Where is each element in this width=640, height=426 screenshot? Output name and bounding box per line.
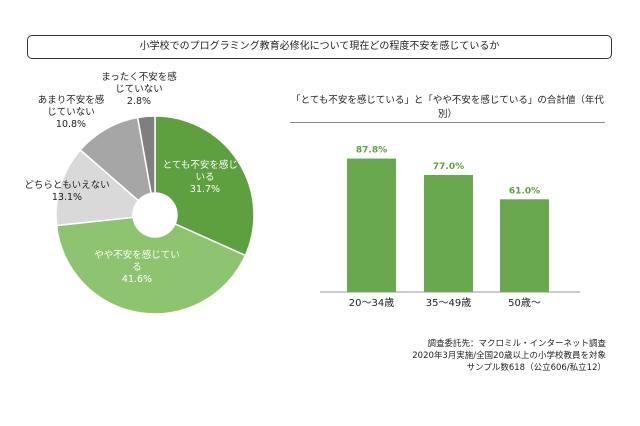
- bar-2: [500, 199, 549, 292]
- chart-title: 小学校でのプログラミング教育必修化について現在どの程度不安を感じているか: [27, 35, 612, 59]
- bar-0: [347, 158, 396, 292]
- note-line: 2020年3月実施/全国20歳以上の小学校教員を対象: [412, 351, 606, 361]
- slice-label-3: あまり不安を感じていない 10.8%: [37, 95, 105, 130]
- note-line: 調査委託先：マクロミル・インターネット調査: [427, 339, 606, 349]
- bar-chart-title: 「とても不安を感じている」と「やや不安を感じている」の合計値（年代別）: [290, 92, 605, 123]
- slice-label-1: やや不安を感じている 41.6%: [94, 250, 180, 285]
- donut-slice-2: [55, 148, 140, 227]
- source-note: 調査委託先：マクロミル・インターネット調査 2020年3月実施/全国20歳以上の…: [412, 338, 606, 374]
- donut-slice-3: [79, 116, 153, 202]
- bar-data-label: 61.0%: [509, 186, 540, 196]
- note-line: サンプル数618（公立606/私立12）: [466, 363, 606, 373]
- bar-1: [424, 174, 473, 292]
- x-tick-label: 50歳～: [508, 297, 541, 309]
- slice-label-2: どちらともいえない 13.1%: [24, 180, 110, 203]
- x-tick-label: 20～34歳: [349, 297, 394, 309]
- slice-label-0: とても不安を感じている 31.7%: [162, 160, 248, 195]
- slice-label-4: まったく不安を感じていない 2.8%: [101, 72, 177, 107]
- donut-slice-4: [136, 115, 156, 195]
- bar-data-label: 77.0%: [433, 162, 464, 172]
- bar-data-label: 87.8%: [356, 146, 387, 156]
- donut-slice-0: [154, 115, 255, 257]
- x-tick-label: 35～49歳: [426, 297, 471, 309]
- donut-slice-1: [55, 216, 247, 315]
